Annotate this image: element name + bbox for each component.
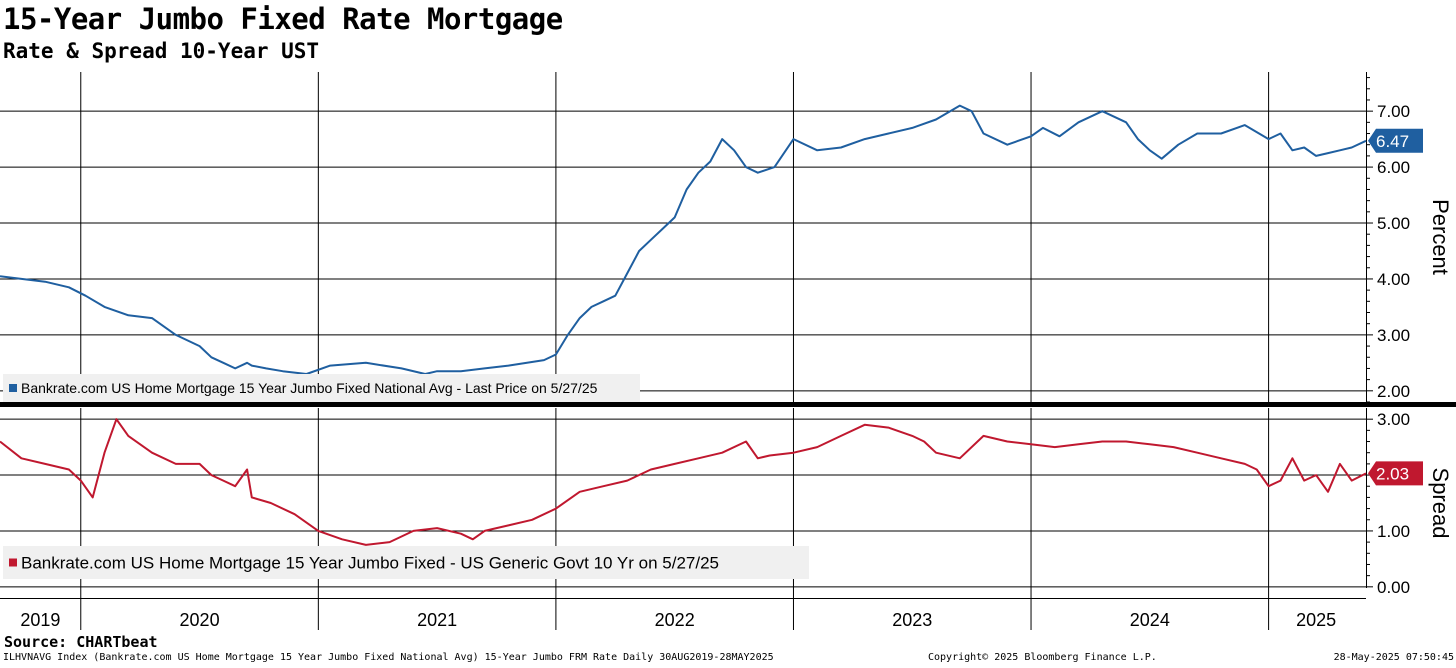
spread-tick-label-3: 3.00 [1377, 410, 1410, 429]
panel-divider [0, 402, 1456, 407]
rate-legend-box [3, 374, 640, 402]
footer-copyright: Copyright© 2025 Bloomberg Finance L.P. [928, 652, 1157, 663]
x-tick-label-2021: 2021 [417, 610, 457, 630]
rate-legend-label: Bankrate.com US Home Mortgage 15 Year Ju… [21, 380, 598, 396]
spread-last-value-label: 2.03 [1376, 464, 1409, 483]
rate-tick-label-3: 5.00 [1377, 214, 1410, 233]
rate-panel: 2.00 3.00 4.00 5.00 6.00 7.00 Percent 6.47 Bankr… [0, 72, 1453, 403]
spread-legend-label: Bankrate.com US Home Mortgage 15 Year Ju… [21, 554, 719, 573]
rate-last-value-label: 6.47 [1376, 132, 1409, 151]
source-label: Source: CHARTbeat [4, 633, 158, 651]
rate-legend-swatch [9, 384, 17, 392]
x-tick-label-2025: 2025 [1296, 610, 1336, 630]
rate-last-value-badge [1368, 128, 1423, 153]
x-axis: 2019 2020 2021 2022 2023 2024 2025 [0, 402, 1456, 630]
footer-timestamp: 28-May-2025 07:50:45 [1333, 652, 1454, 663]
spread-axis-title: Spread [1428, 468, 1453, 539]
spread-last-value-badge [1368, 461, 1423, 486]
rate-axis-title: Percent [1428, 199, 1453, 275]
x-tick-label-2022: 2022 [655, 610, 695, 630]
rate-tick-label-1: 3.00 [1377, 326, 1410, 345]
rate-tick-label-5: 7.00 [1377, 102, 1410, 121]
rate-tick-label-2: 4.00 [1377, 270, 1410, 289]
rate-series-line [0, 104, 1367, 375]
x-tick-label-2020: 2020 [180, 610, 220, 630]
chart-title: 15-Year Jumbo Fixed Rate Mortgage [3, 2, 563, 36]
x-tick-label-2023: 2023 [892, 610, 932, 630]
spread-legend-box [3, 546, 809, 579]
rate-tick-label-0: 2.00 [1377, 382, 1410, 401]
x-tick-label-2024: 2024 [1130, 610, 1170, 630]
spread-legend-swatch [9, 558, 17, 567]
rate-tick-label-4: 6.00 [1377, 158, 1410, 177]
spread-tick-label-0: 0.00 [1377, 578, 1410, 597]
footer-description: ILHVNAVG Index (Bankrate.com US Home Mor… [3, 652, 774, 663]
chart-subtitle: Rate & Spread 10-Year UST [3, 39, 320, 63]
spread-tick-label-1: 1.00 [1377, 522, 1410, 541]
x-tick-label-2019: 2019 [20, 610, 60, 630]
spread-series-line [0, 418, 1367, 546]
